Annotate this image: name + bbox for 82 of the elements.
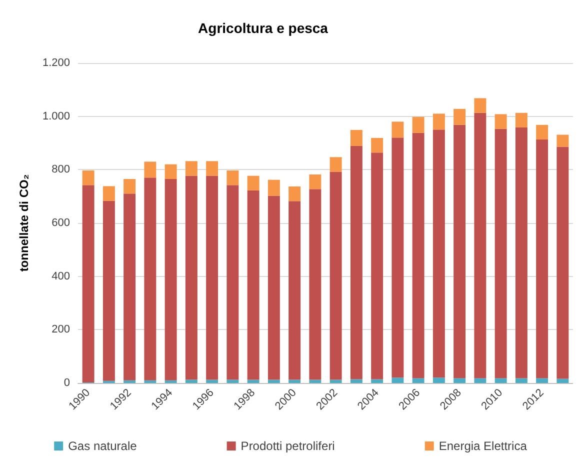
- bar: [371, 152, 384, 380]
- bar: [268, 196, 280, 380]
- bar: [288, 380, 301, 383]
- bar: [247, 380, 260, 383]
- bar: [124, 179, 136, 194]
- bar: [536, 124, 548, 140]
- bar: [185, 176, 198, 380]
- y-tick-label: 1.200: [42, 57, 70, 69]
- bar: [454, 124, 466, 378]
- bar: [102, 186, 115, 201]
- bar: [144, 380, 156, 383]
- bar: [392, 122, 404, 138]
- bar: [536, 140, 548, 378]
- y-tick-label: 1.000: [42, 110, 70, 122]
- bar: [226, 380, 239, 383]
- bar: [350, 146, 362, 380]
- bar: [82, 185, 94, 382]
- bar: [474, 378, 486, 383]
- bar: [82, 170, 94, 186]
- chart-title: Agricoltura e pesca: [198, 20, 328, 36]
- bar: [474, 98, 486, 113]
- bar: [309, 189, 322, 380]
- bar: [268, 380, 280, 383]
- bar: [288, 201, 301, 380]
- bar: [432, 130, 445, 378]
- bar: [536, 378, 548, 383]
- legend-label: Gas naturale: [68, 439, 138, 453]
- y-axis-title: tonnellate di CO₂: [17, 174, 31, 272]
- bar: [102, 200, 115, 381]
- bar: [206, 380, 218, 383]
- bar: [330, 172, 342, 380]
- bar: [556, 134, 569, 147]
- bar: [226, 185, 239, 380]
- bar: [144, 178, 156, 380]
- bar: [432, 378, 445, 383]
- bar: [371, 379, 384, 383]
- y-tick-label: 200: [52, 324, 70, 336]
- bar: [226, 170, 239, 186]
- bar: [412, 378, 424, 383]
- bar: [350, 130, 362, 146]
- bar: [309, 174, 322, 190]
- bar: [185, 161, 198, 176]
- bar: [494, 378, 507, 383]
- bar: [206, 161, 218, 176]
- bar: [432, 114, 445, 130]
- bar: [206, 176, 218, 380]
- bar: [454, 378, 466, 383]
- bar: [454, 108, 466, 125]
- bar: [309, 380, 322, 383]
- bar: [412, 132, 424, 378]
- bar: [247, 190, 260, 380]
- bar: [247, 176, 260, 190]
- bar: [330, 157, 342, 172]
- bar: [515, 112, 528, 128]
- bar: [164, 380, 177, 383]
- bar: [185, 380, 198, 383]
- bar: [124, 194, 136, 380]
- bar: [515, 378, 528, 383]
- bar: [164, 164, 177, 179]
- bar: [556, 146, 569, 379]
- bar: [350, 379, 362, 383]
- bar: [124, 380, 136, 383]
- y-tick-label: 800: [52, 164, 70, 176]
- bar: [412, 116, 424, 133]
- bar: [371, 138, 384, 153]
- bar: [515, 128, 528, 378]
- y-tick-label: 600: [52, 217, 70, 229]
- y-tick-label: 400: [52, 270, 70, 282]
- bar: [556, 378, 569, 383]
- legend-label: Prodotti petroliferi: [240, 439, 335, 453]
- bar: [494, 114, 507, 129]
- bar: [392, 378, 404, 383]
- bar: [330, 380, 342, 383]
- bar: [494, 128, 507, 378]
- bar: [474, 112, 486, 378]
- bar: [144, 162, 156, 178]
- legend-label: Energia Elettrica: [438, 439, 528, 453]
- bar: [268, 180, 280, 196]
- bar: [288, 186, 301, 202]
- bar: [164, 179, 177, 380]
- bar: [392, 138, 404, 378]
- y-tick-label: 0: [64, 377, 70, 389]
